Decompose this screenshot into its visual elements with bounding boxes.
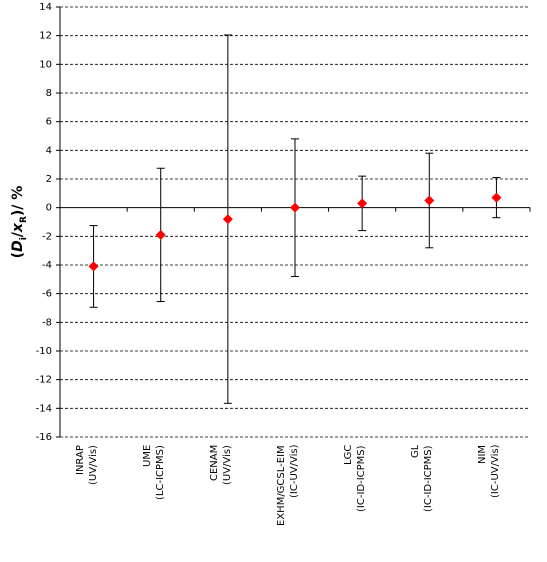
x-tick-label-box: LGC (IC-ID-ICPMS): [343, 445, 368, 512]
marker: [290, 202, 300, 213]
marker: [155, 229, 166, 240]
x-tick-label: INRAP (UV/Vis): [74, 445, 99, 485]
y-tick-label: -8: [42, 317, 52, 328]
x-tick-label-box: INRAP (UV/Vis): [74, 445, 99, 485]
y-axis-label-part: R: [19, 216, 29, 223]
y-tick-label: 6: [46, 117, 52, 128]
y-tick-label: 2: [46, 174, 52, 185]
y-axis-label-part: /: [10, 231, 26, 237]
y-axis-label-part: D: [10, 240, 26, 252]
y-tick-label: 8: [46, 88, 52, 99]
y-axis-label-part: x: [10, 222, 26, 233]
y-axis-label: (Di/xR)/ %: [10, 186, 29, 259]
x-tick-label-box: EXHM/GCSL-EIM (IC-UV/Vis): [276, 445, 300, 526]
y-axis-label-part: i: [19, 237, 29, 240]
y-tick-label: 14: [39, 2, 52, 13]
y-tick-label: -10: [36, 346, 52, 357]
x-tick-label: CENAM (UV/Vis): [208, 445, 233, 485]
x-tick-label-box: CENAM (UV/Vis): [208, 445, 233, 485]
y-tick-label: -4: [42, 260, 52, 271]
x-tick-label: EXHM/GCSL-EIM (IC-UV/Vis): [276, 445, 300, 526]
x-tick-label: NIM (IC-UV/Vis): [477, 445, 502, 499]
marker: [424, 195, 435, 206]
y-tick-label: 4: [46, 145, 52, 156]
y-axis-label-part: (: [10, 252, 26, 258]
x-tick-label: UME (LC-ICPMS): [141, 445, 166, 500]
x-tick-label: LGC (IC-ID-ICPMS): [343, 445, 368, 512]
y-tick-label: -16: [36, 432, 52, 443]
marker: [222, 214, 233, 225]
x-tick-label-box: GL (IC-ID-ICPMS): [410, 445, 435, 512]
y-tick-label: 0: [46, 203, 52, 214]
y-tick-label: -14: [36, 403, 52, 414]
marker: [491, 192, 502, 203]
marker: [88, 261, 99, 272]
x-tick-label-box: UME (LC-ICPMS): [141, 445, 166, 500]
y-tick-label: -6: [42, 289, 52, 300]
y-tick-label: -12: [36, 375, 52, 386]
x-tick-label: GL (IC-ID-ICPMS): [410, 445, 435, 512]
y-axis-label-part: )/ %: [10, 186, 26, 216]
x-tick-label-box: NIM (IC-UV/Vis): [477, 445, 502, 499]
y-tick-label: -2: [42, 231, 52, 242]
marker: [357, 198, 368, 209]
y-tick-label: 10: [39, 59, 52, 70]
y-tick-label: 12: [39, 31, 52, 42]
